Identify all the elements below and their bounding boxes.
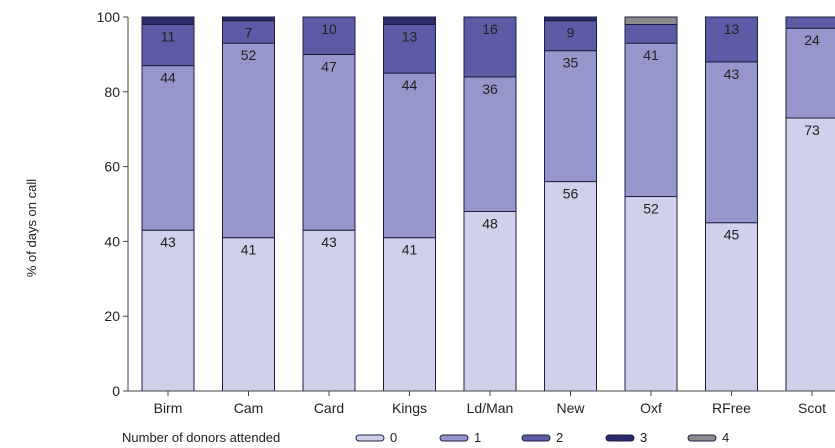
legend-swatch [521,434,551,442]
y-tick-label: 80 [104,84,120,100]
x-tick-label: RFree [712,400,751,416]
y-axis: 0 20 40 60 80 100 [97,9,129,399]
bar-stack-rfree: 45 43 13 [705,16,758,392]
legend-swatch [355,434,385,442]
y-tick-label: 40 [104,233,120,249]
data-label: 9 [567,25,575,41]
bar-segment [222,16,275,22]
bar-segment [383,23,436,74]
bar-stack-kings: 41 44 13 [383,16,436,392]
bar-segment [544,181,597,392]
bar-segment [141,23,195,67]
y-tick-label: 60 [104,159,120,175]
bar-segment [302,16,356,55]
bar-segment [463,210,517,392]
x-tick-label: Kings [392,400,427,416]
bar-segment [302,53,356,231]
y-tick-label: 20 [104,308,120,324]
data-label: 43 [160,234,176,250]
bar-segment [624,42,678,198]
legend-item-label: 2 [556,430,563,445]
bar-stack-cam: 41 52 7 [222,16,275,392]
bar-stack-oxf: 52 41 [624,16,678,392]
data-label: 7 [245,25,253,41]
bar-stack-ld-man: 48 36 16 [463,16,517,392]
bar-segment [624,16,678,25]
bar-segment [544,20,597,52]
legend-title: Number of donors attended [122,430,280,445]
data-label: 10 [321,21,337,37]
x-tick-label: Card [314,400,344,416]
data-label: 44 [402,77,418,93]
legend-item-label: 0 [390,430,397,445]
bar-segment [383,237,436,392]
bar-segment [141,229,195,392]
legend-item-label: 1 [474,430,481,445]
bar-stack-new: 56 35 9 [544,16,597,392]
legend-swatch [439,434,469,442]
bar-stack-card: 43 47 10 [302,16,356,392]
legend-item-label: 4 [722,430,729,445]
bar-segment [302,229,356,392]
bar-segment [383,72,436,239]
bar-stack-birm: 43 44 11 [141,16,195,392]
data-label: 35 [563,55,579,71]
bar-segment [222,237,275,392]
legend-item-label: 3 [640,430,647,445]
bar-segment [141,16,195,25]
bar-segment [705,16,758,63]
bar-segment [141,65,195,231]
bar-segment [544,16,597,22]
y-tick-label: 100 [97,9,121,25]
legend-swatch [687,434,717,442]
bar-segment [624,23,678,44]
bar-segment [624,196,678,392]
data-label: 52 [241,47,257,63]
y-tick-label: 0 [112,383,120,399]
data-label: 43 [724,66,740,82]
data-label: 45 [724,227,740,243]
data-label: 16 [482,21,498,37]
data-label: 43 [321,234,337,250]
data-label: 41 [643,47,659,63]
data-label: 24 [804,32,820,48]
data-label: 11 [161,28,176,44]
bar-segment [383,16,436,25]
data-label: 36 [482,81,498,97]
x-axis: Birm Cam Card Kings Ld/Man New Oxf RFree Scot [128,390,835,416]
bar-segment [785,27,835,119]
bar-stack-scot: 73 24 [785,16,835,392]
data-label: 52 [643,201,659,217]
y-axis-title: % of days on call [24,179,39,277]
bar-segment [463,16,517,78]
data-label: 44 [160,70,176,86]
legend: Number of donors attended 0 1 2 3 4 [122,430,729,445]
bar-segment [705,222,758,392]
bar-segment [544,50,597,183]
data-label: 41 [241,242,257,258]
bar-segment [785,16,835,29]
bar-segment [463,76,517,212]
data-label: 13 [402,28,418,44]
bar-segment [222,42,275,239]
legend-swatch [605,434,635,442]
data-label: 13 [724,21,740,37]
data-label: 47 [321,58,337,74]
x-tick-label: Ld/Man [467,400,514,416]
x-tick-label: Birm [154,400,183,416]
data-label: 48 [482,215,498,231]
data-label: 73 [804,122,820,138]
data-label: 41 [402,242,418,258]
data-label: 56 [563,186,579,202]
x-tick-label: New [556,400,585,416]
bar-segment [785,117,835,392]
x-tick-label: Oxf [640,400,662,416]
x-tick-label: Cam [234,400,264,416]
x-tick-label: Scot [798,400,826,416]
bar-segment [705,61,758,224]
bars: 43 44 11 41 52 7 43 47 10 41 44 13 48 36 16 56 35 9 52 41 45… [141,16,835,392]
